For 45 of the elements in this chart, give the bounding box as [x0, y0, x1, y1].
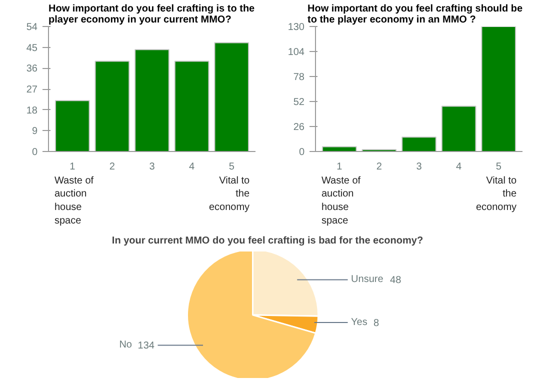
text: Waste of auction house space — [321, 175, 361, 227]
bar — [94, 60, 130, 152]
text: Vital to the economy — [476, 175, 517, 214]
x-tick-label: 4 — [189, 162, 196, 172]
x-tick-label: 1 — [336, 162, 343, 172]
chart-title: In your current MMO do you feel crafting is bad for the economy? — [112, 236, 424, 246]
data-label: 8 — [374, 318, 380, 329]
slice-label: No — [119, 340, 132, 351]
y-tick-label: 26 — [293, 122, 305, 133]
bar — [214, 42, 250, 152]
bar — [134, 49, 170, 152]
x-tick-label: 5 — [228, 162, 235, 172]
x-tick-label: 2 — [109, 162, 116, 172]
x-tick-label: 2 — [376, 162, 382, 172]
data-label: 134 — [138, 340, 155, 352]
text: Waste of auction house space — [54, 175, 94, 227]
x-tick-label: 5 — [496, 162, 502, 172]
y-tick-label: 54 — [26, 22, 38, 33]
bar — [322, 146, 357, 152]
y-tick-label: 18 — [26, 105, 38, 116]
y-tick-label: 0 — [32, 147, 38, 158]
slice-label: Unsure — [351, 274, 384, 286]
y-tick-label: 9 — [32, 126, 38, 138]
y-tick-label: 78 — [293, 72, 305, 83]
text: Vital to the economy — [208, 175, 250, 214]
bar — [174, 60, 210, 152]
chart-title: How important do you feel crafting should be to the player economy in an MMO ? — [307, 4, 523, 26]
x-tick-label: 3 — [149, 162, 156, 172]
bar — [481, 26, 516, 152]
y-tick-label: 36 — [26, 64, 38, 75]
bar — [402, 136, 436, 152]
slice-label: Yes — [351, 316, 368, 328]
y-tick-label: 104 — [288, 47, 305, 58]
data-label: 48 — [390, 275, 402, 286]
y-tick-label: 52 — [293, 97, 305, 108]
y-tick-label: 0 — [298, 147, 305, 158]
y-tick-label: 130 — [288, 22, 305, 33]
x-tick-label: 4 — [456, 162, 462, 172]
bar — [54, 100, 90, 152]
x-tick-label: 3 — [416, 162, 422, 172]
bar — [441, 106, 476, 152]
chart-title: How important do you feel crafting is to the player economy in your current MMO? — [48, 4, 256, 26]
x-tick-label: 1 — [70, 162, 76, 172]
y-tick-label: 45 — [26, 42, 38, 54]
y-tick-label: 27 — [26, 84, 38, 96]
